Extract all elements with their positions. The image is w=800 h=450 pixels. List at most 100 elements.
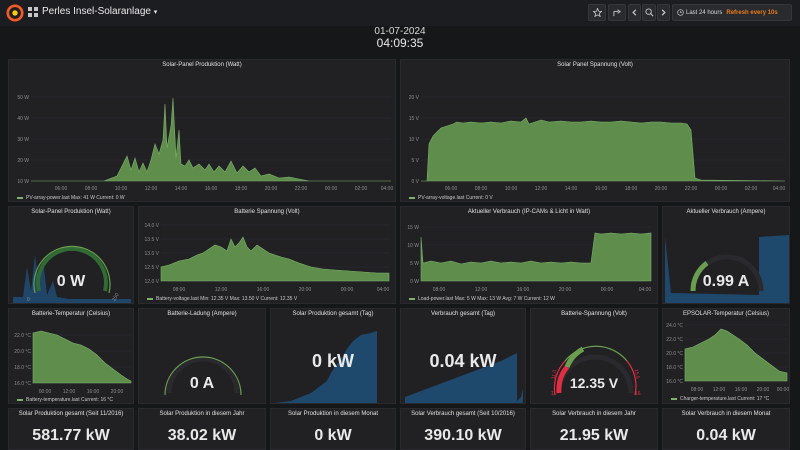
x-tick: 20:00 [111, 389, 124, 395]
x-tick: 00:00 [715, 186, 728, 192]
gauge-max-label: 250 [111, 292, 120, 302]
panel-title: Solar Verbrauch in diesem Jahr [552, 411, 636, 417]
panel-battery-charge-gauge[interactable]: Batterie-Ladung (Ampere) 0 A [138, 308, 266, 404]
gauge-threshold-label: 11.0 [551, 369, 559, 379]
y-tick: 5 W [410, 261, 419, 267]
x-tick: 04:00 [381, 186, 394, 192]
share-button[interactable] [608, 4, 626, 21]
clock-icon [677, 9, 684, 16]
y-tick: 12.0 V [145, 279, 160, 285]
chart-legend: Battery-temperature.last Current: 16 °C [17, 397, 113, 403]
x-tick: 04:00 [773, 186, 786, 192]
x-tick: 00:00 [39, 389, 52, 395]
dashboard-title[interactable]: Perles Insel-Solaranlage ▾ [42, 6, 157, 17]
chart-legend: PV-array-power.last Max: 41 W Current: 0… [17, 195, 125, 201]
time-range-picker[interactable]: Last 24 hours Refresh every 10s [672, 4, 792, 21]
y-tick: 0 V [411, 179, 419, 185]
y-tick: 5 V [411, 158, 419, 164]
date-display: 01-07-2024 [374, 26, 426, 37]
y-tick: 24.0 °C [666, 323, 683, 329]
gauge-threshold-label: 15.5 [633, 369, 641, 380]
y-tick: 15 V [409, 116, 420, 122]
panel-title: Solar-Panel Produktion (Watt) [31, 209, 111, 215]
y-tick: 13.5 V [145, 237, 160, 243]
panel-consumption-amp-gauge[interactable]: Aktueller Verbrauch (Ampere) 0.99 A [662, 206, 790, 304]
panel-battery-voltage-gauge[interactable]: Batterie-Spannung (Volt) 11.0 11 15.5 16… [530, 308, 658, 404]
consumption-watt-chart: 15 W 10 W 5 W 0 W 08:00 12:00 16:00 20:0… [407, 225, 651, 293]
x-tick: 16:00 [257, 287, 270, 293]
stat-panel[interactable]: Solar Produktion in diesem Monat 0 kW [270, 408, 396, 450]
y-tick: 13.0 V [145, 251, 160, 257]
x-tick: 12:00 [63, 389, 76, 395]
panel-title: Solar-Panel Produktion (Watt) [162, 62, 242, 68]
panel-solar-power-graph[interactable]: Solar-Panel Produktion (Watt) 50 W 40 W … [8, 59, 396, 202]
stat-panel[interactable]: Solar Verbrauch in diesem Monat 0.04 kW [662, 408, 790, 450]
y-tick: 30 W [17, 137, 29, 143]
stat-panel[interactable]: Solar Produktion in diesem Jahr 38.02 kW [138, 408, 266, 450]
panel-solar-power-gauge[interactable]: Solar-Panel Produktion (Watt) 0 250 0 W [8, 206, 134, 304]
panel-solar-voltage-graph[interactable]: Solar Panel Spannung (Volt) 20 V 15 V 10… [400, 59, 790, 202]
gauge-value: 12.35 V [569, 375, 619, 391]
panel-title: EPSOLAR-Temperatur (Celsius) [682, 311, 770, 317]
zoom-out-button[interactable] [642, 4, 656, 21]
x-tick: 18:00 [235, 186, 248, 192]
panel-battery-temp-graph[interactable]: Batterie-Temperatur (Celsius) 22.0 °C 20… [8, 308, 134, 404]
panel-title: Solar Verbrauch in diesem Monat [681, 411, 771, 417]
time-range-label: Last 24 hours [686, 9, 723, 16]
panel-title: Batterie-Spannung (Volt) [561, 311, 627, 317]
stat-value: 38.02 kW [167, 427, 237, 444]
panel-title: Solar Produktion in diesem Monat [287, 411, 379, 417]
x-tick: 12:00 [145, 186, 158, 192]
stat-value: 581.77 kW [32, 427, 110, 444]
x-tick: 22:00 [685, 186, 698, 192]
x-tick: 16:00 [87, 389, 100, 395]
solar-total-day-sparkline [275, 331, 377, 403]
panel-title: Batterie-Temperatur (Celsius) [31, 311, 111, 317]
x-tick: 06:00 [55, 186, 68, 192]
panel-title: Solar Produktion gesamt (Tag) [292, 311, 374, 317]
x-tick: 08:00 [433, 287, 446, 293]
star-button[interactable] [588, 4, 606, 21]
consumption-total-day-sparkline [405, 353, 523, 403]
panel-battery-voltage-graph[interactable]: Batterie Spannung (Volt) 14.0 V 13.5 V 1… [138, 206, 396, 304]
stat-panel[interactable]: Solar Verbrauch gesamt (Seit 10/2016) 39… [400, 408, 526, 450]
zoom-out-icon [644, 8, 653, 17]
y-tick: 10 W [407, 243, 419, 249]
panel-title: Aktueller Verbrauch (Ampere) [686, 209, 766, 215]
time-forward-button[interactable] [657, 4, 670, 21]
time-back-button[interactable] [628, 4, 641, 21]
panel-title: Solar Produktion gesamt (Seit 11/2016) [18, 411, 124, 417]
stat-panel[interactable]: Solar Verbrauch in diesem Jahr 21.95 kW [530, 408, 658, 450]
panel-consumption-watt-graph[interactable]: Aktueller Verbrauch (IP-CAMs & Licht in … [400, 206, 658, 304]
panel-solar-total-day[interactable]: Solar Produktion gesamt (Tag) 0 kW [270, 308, 396, 404]
y-tick: 0 W [410, 279, 419, 285]
panel-title: Batterie-Ladung (Ampere) [167, 311, 237, 317]
y-tick: 20.0 °C [14, 349, 31, 355]
x-tick: 06:00 [445, 186, 458, 192]
x-tick: 00:00 [777, 387, 790, 393]
battery-voltage-gauge: 11.0 11 15.5 16 [551, 345, 641, 397]
refresh-interval-label: Refresh every 10s [726, 9, 778, 16]
x-tick: 16:00 [517, 287, 530, 293]
x-tick: 12:00 [215, 287, 228, 293]
panel-epsolar-temp-graph[interactable]: EPSOLAR-Temperatur (Celsius) 24.0 °C 22.… [662, 308, 790, 404]
y-tick: 20 W [17, 158, 29, 164]
stat-panel[interactable]: Solar Produktion gesamt (Seit 11/2016) 5… [8, 408, 134, 450]
gauge-min-label: 0 [27, 297, 30, 303]
x-tick: 16:00 [205, 186, 218, 192]
grafana-logo[interactable] [6, 4, 24, 22]
solar-power-gauge: 0 250 [13, 245, 131, 303]
stat-value: 0.04 kW [696, 427, 756, 444]
gauge-value: 0.99 A [702, 273, 750, 290]
panel-title: Batterie Spannung (Volt) [234, 209, 300, 215]
x-tick: 20:00 [265, 186, 278, 192]
panel-consumption-total-day[interactable]: Verbrauch gesamt (Tag) 0.04 kW [400, 308, 526, 404]
chart-legend: Charger-temperature.last Current: 17 °C [671, 396, 769, 402]
y-tick: 10 V [409, 137, 420, 143]
x-tick: 20:00 [299, 287, 312, 293]
x-tick: 14:00 [565, 186, 578, 192]
clock-display: 04:09:35 [376, 36, 424, 50]
share-icon [612, 9, 621, 17]
stat-value: 0 kW [314, 427, 352, 444]
panel-title: Verbrauch gesamt (Tag) [430, 311, 496, 317]
